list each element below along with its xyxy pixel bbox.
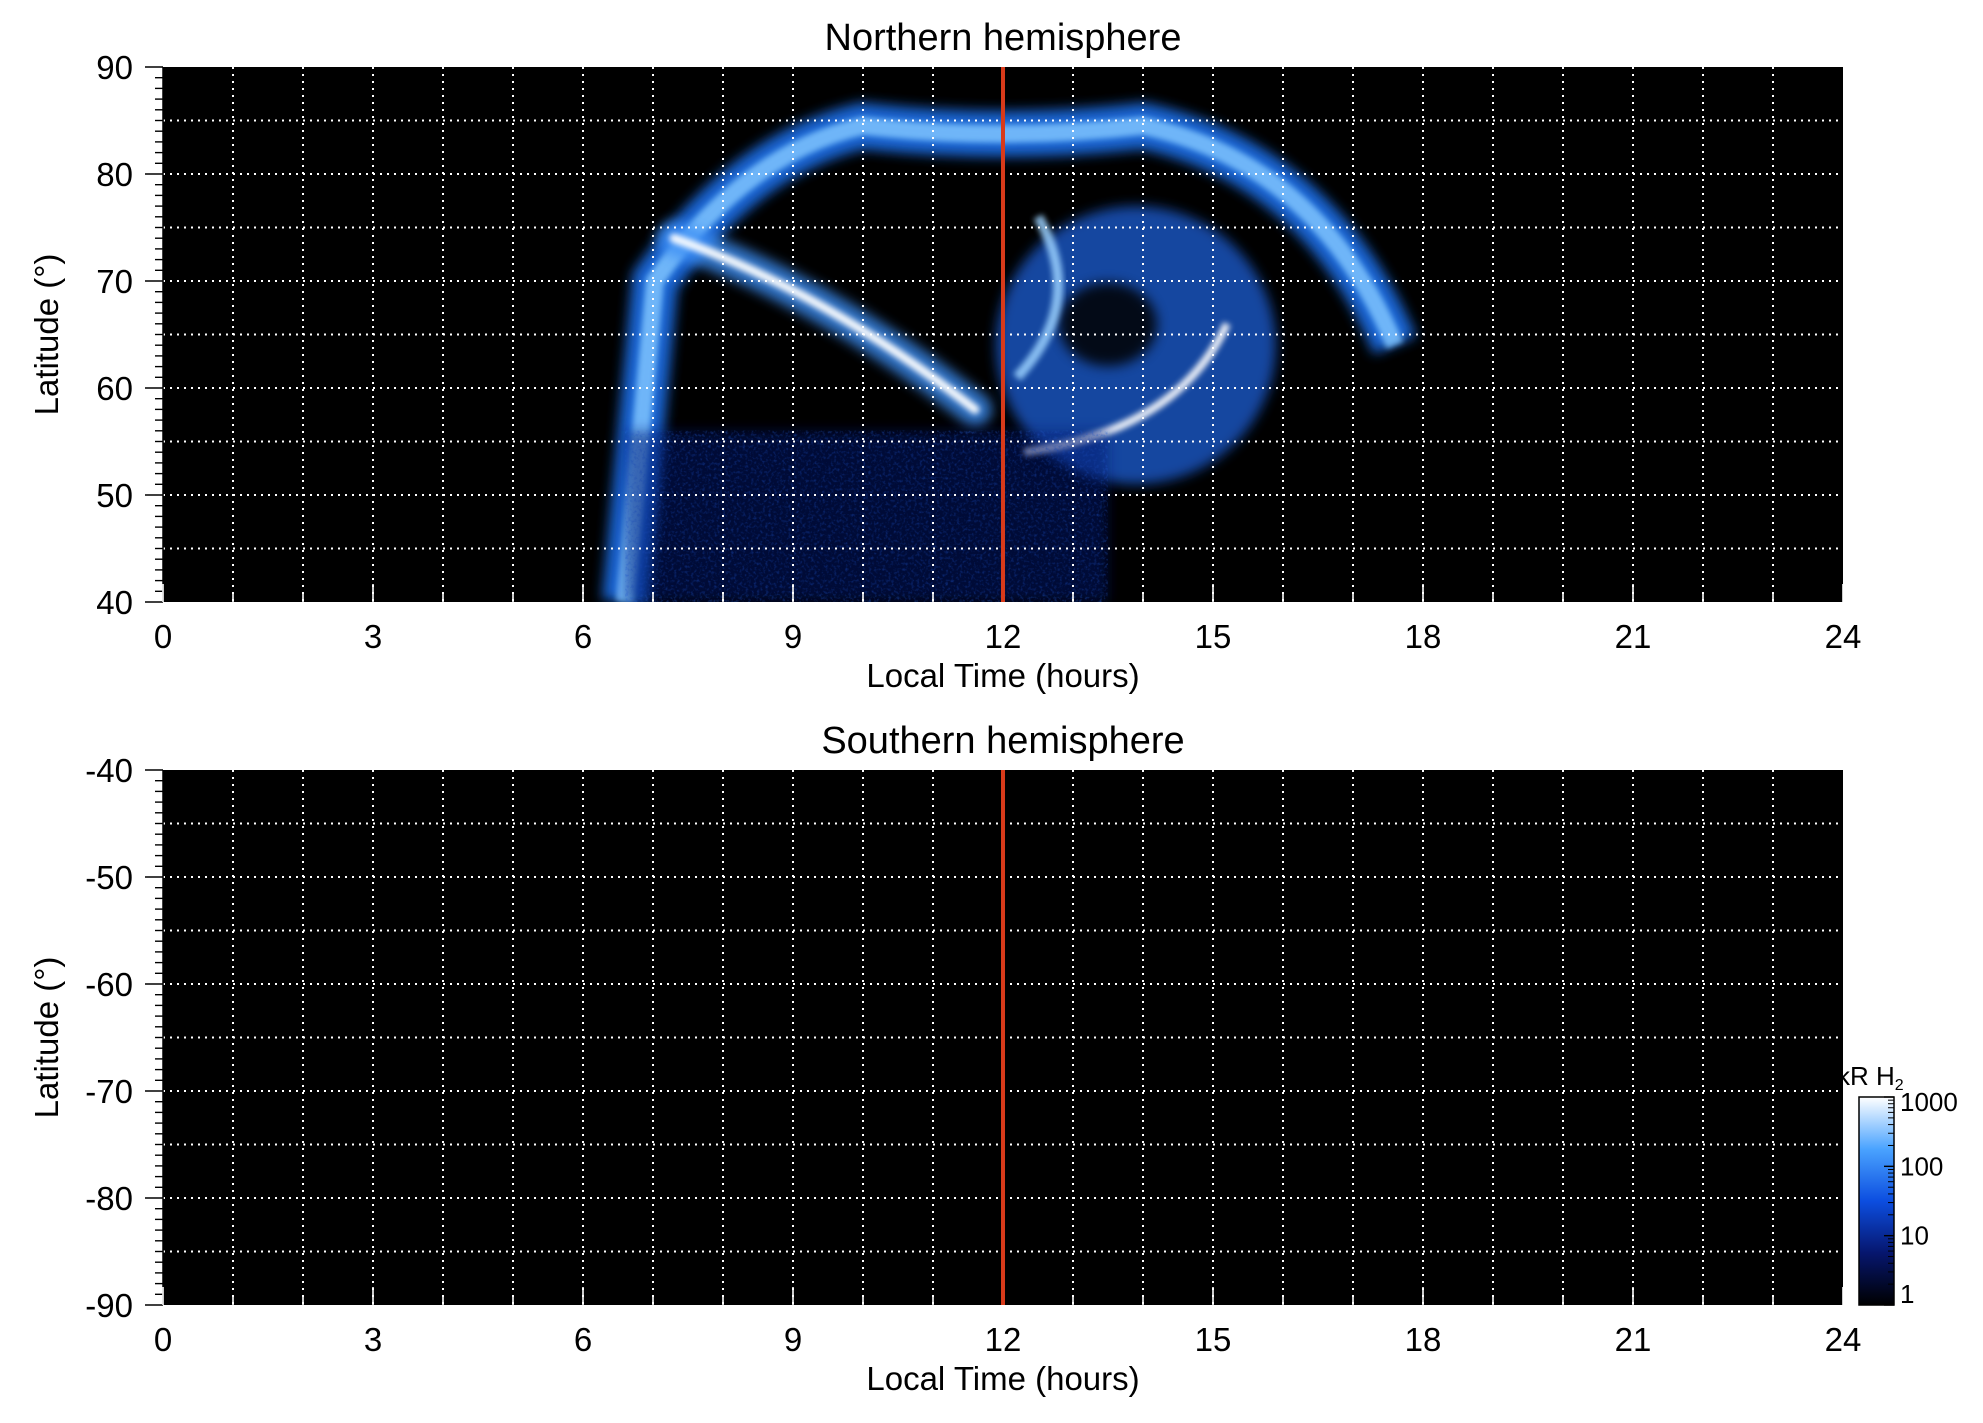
colorbar-tick-label: 100 — [1900, 1151, 1943, 1181]
colorbar-gradient — [1858, 1096, 1895, 1306]
emission-post-noon-patch-streak — [1013, 214, 1064, 381]
northern-emission-layer — [602, 102, 1417, 602]
x-tick-label: 15 — [1195, 618, 1232, 655]
y-tick-label: 90 — [96, 49, 133, 86]
y-tick-label: -90 — [85, 1287, 133, 1324]
x-tick-label: 3 — [364, 618, 382, 655]
y-tick-label: -60 — [85, 966, 133, 1003]
colorbar-ticks: 1 10 100 1000 — [1884, 1087, 1958, 1309]
colorbar-tick-label: 10 — [1900, 1221, 1929, 1251]
emission-post-noon-patch-hole — [1059, 282, 1157, 367]
colorbar-label: kR H2 — [1837, 1061, 1904, 1094]
x-tick-label: 6 — [574, 618, 592, 655]
x-tick-label: 24 — [1825, 1321, 1862, 1358]
y-tick-label: 40 — [96, 584, 133, 621]
northern-panel-title: Northern hemisphere — [825, 17, 1182, 59]
x-tick-label: 18 — [1405, 1321, 1442, 1358]
y-tick-label: 80 — [96, 156, 133, 193]
x-tick-label: 21 — [1615, 1321, 1652, 1358]
southern-x-ticks: 0 3 6 9 12 15 18 21 24 — [154, 1287, 1862, 1358]
colorbar-tick-label: 1000 — [1900, 1087, 1958, 1117]
colorbar-label-subscript: 2 — [1895, 1077, 1904, 1094]
southern-y-axis-label: Latitude (°) — [28, 957, 65, 1119]
x-tick-label: 0 — [154, 618, 172, 655]
southern-y-ticks: -40 -50 -60 -70 -80 -90 — [85, 752, 163, 1324]
emission-low-latitude-background-glow — [625, 430, 1108, 602]
x-tick-label: 3 — [364, 1321, 382, 1358]
y-tick-label: 50 — [96, 477, 133, 514]
x-tick-label: 18 — [1405, 618, 1442, 655]
emission-outer-oval-core — [616, 116, 1404, 602]
x-tick-label: 9 — [784, 618, 802, 655]
northern-hemisphere-panel: Northern hemisphere 40 50 60 70 80 90 0 3 6 9 12 1… — [28, 17, 1861, 694]
x-tick-label: 9 — [784, 1321, 802, 1358]
colorbar: kR H2 1 10 100 1000 — [1837, 1061, 1958, 1309]
x-tick-label: 15 — [1195, 1321, 1232, 1358]
y-tick-label: 60 — [96, 370, 133, 407]
x-tick-label: 12 — [985, 1321, 1022, 1358]
y-tick-label: -50 — [85, 859, 133, 896]
x-tick-label: 24 — [1825, 618, 1862, 655]
southern-panel-title: Southern hemisphere — [821, 720, 1184, 762]
y-tick-label: 70 — [96, 263, 133, 300]
colorbar-label-main: kR H — [1837, 1061, 1895, 1091]
x-tick-label: 12 — [985, 618, 1022, 655]
northern-x-ticks: 0 3 6 9 12 15 18 21 24 — [154, 584, 1862, 655]
x-tick-label: 21 — [1615, 618, 1652, 655]
northern-y-axis-label: Latitude (°) — [28, 254, 65, 416]
colorbar-tick-label: 1 — [1900, 1279, 1914, 1309]
x-tick-label: 0 — [154, 1321, 172, 1358]
emission-dawn-arc — [669, 233, 980, 414]
y-tick-label: -40 — [85, 752, 133, 789]
northern-x-axis-label: Local Time (hours) — [866, 657, 1139, 694]
y-tick-label: -70 — [85, 1073, 133, 1110]
x-tick-label: 6 — [574, 1321, 592, 1358]
y-tick-label: -80 — [85, 1180, 133, 1217]
northern-y-ticks: 40 50 60 70 80 90 — [96, 49, 163, 621]
southern-x-axis-label: Local Time (hours) — [866, 1360, 1139, 1397]
southern-hemisphere-panel: Southern hemisphere -40 -50 -60 -70 -80 -90 0… — [28, 720, 1861, 1397]
